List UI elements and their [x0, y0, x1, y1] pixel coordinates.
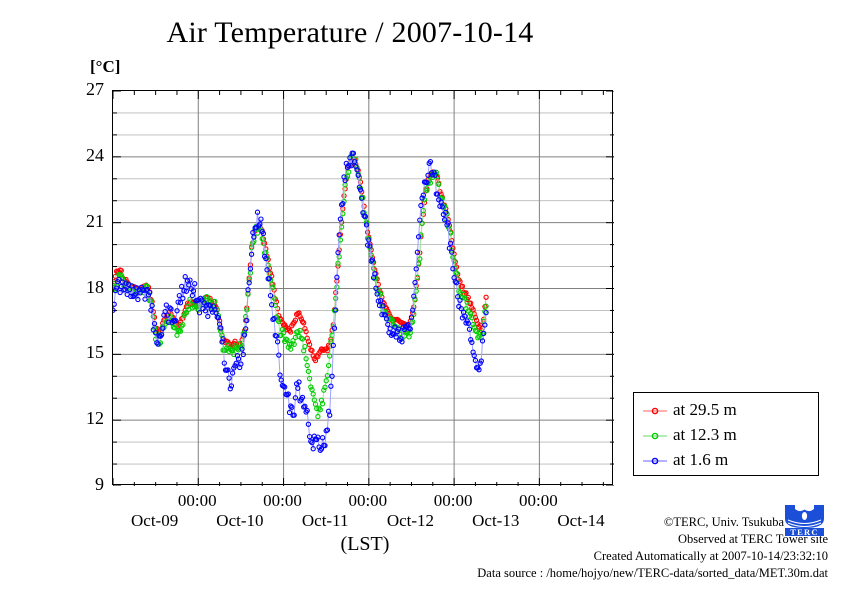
x-tick-date-3: Oct-12 [386, 511, 435, 530]
y-tick-label-2: 15 [86, 342, 104, 363]
page-title: Air Temperature / 2007-10-14 [166, 16, 534, 49]
footer-created: Created Automatically at 2007-10-14/23:3… [593, 549, 828, 563]
legend-item-0[interactable]: at 29.5 m [642, 398, 737, 422]
x-tick-date-0: Oct-09 [131, 511, 179, 530]
legend-marker-green [642, 429, 668, 441]
x-tick-date-5: Oct-14 [557, 511, 605, 530]
x-tick-time-1: 00:00 [263, 491, 302, 510]
x-tick-time-3: 00:00 [433, 491, 473, 510]
y-tick-label-3: 18 [86, 276, 104, 297]
series-2 [113, 150, 489, 453]
x-tick-date-4: Oct-13 [472, 511, 520, 530]
terc-logo-icon: TERC [785, 505, 824, 537]
y-tick-label-1: 12 [86, 408, 104, 429]
x-tick-time-0: 00:00 [177, 491, 217, 510]
x-tick-date-2: Oct-11 [301, 511, 349, 530]
legend-marker-red [642, 404, 668, 416]
footer-data-source: Data source : /home/hojyo/new/TERC-data/… [477, 566, 828, 580]
legend: at 29.5 m at 12.3 m at 1.6 m [633, 392, 819, 476]
legend-marker-blue [642, 454, 668, 466]
svg-text:TERC: TERC [790, 527, 818, 537]
y-axis-unit-label: [°C] [90, 57, 121, 76]
x-axis-title: (LST) [340, 533, 390, 555]
legend-label-0: at 29.5 m [673, 400, 737, 419]
y-tick-label-5: 24 [86, 144, 104, 165]
data-plot [113, 91, 614, 486]
legend-item-1[interactable]: at 12.3 m [642, 423, 737, 447]
x-tick-date-1: Oct-10 [216, 511, 264, 530]
x-tick-time-4: 00:00 [519, 491, 558, 510]
legend-label-1: at 12.3 m [673, 425, 737, 444]
series-1 [113, 152, 489, 420]
x-tick-time-2: 00:00 [348, 491, 388, 510]
y-tick-label-0: 9 [95, 474, 104, 494]
footer-copyright: ©TERC, Univ. Tsukuba [663, 515, 784, 529]
y-tick-label-4: 21 [86, 210, 104, 231]
plot-area [112, 90, 614, 486]
legend-item-2[interactable]: at 1.6 m [642, 448, 728, 472]
y-tick-label-6: 27 [86, 79, 104, 99]
legend-label-2: at 1.6 m [673, 450, 729, 469]
